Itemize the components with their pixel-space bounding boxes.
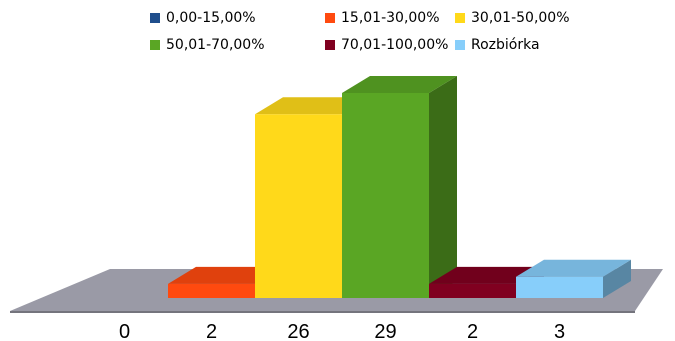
bar-front	[168, 283, 255, 298]
legend-label: 0,00-15,00%	[166, 10, 256, 26]
category-label: 2	[467, 321, 478, 341]
legend-item: 30,01-50,00%	[455, 10, 570, 26]
legend-item: Rozbiórka	[455, 37, 540, 53]
legend-item: 70,01-100,00%	[325, 37, 448, 53]
legend-label: 70,01-100,00%	[341, 37, 449, 53]
bar-5	[516, 259, 631, 298]
bar-front	[342, 93, 429, 298]
legend-label: 15,01-30,00%	[341, 10, 440, 26]
chart-floor-edge	[10, 311, 635, 313]
legend-label: 30,01-50,00%	[471, 10, 570, 26]
category-label: 2	[206, 321, 217, 341]
bar-front	[255, 114, 342, 298]
category-labels: 0 2 26 29 2 3	[119, 321, 565, 341]
bar-front	[516, 276, 603, 298]
bar-3	[342, 76, 457, 298]
legend-swatch	[325, 40, 335, 50]
legend-swatch	[455, 40, 465, 50]
legend-item: 0,00-15,00%	[150, 10, 256, 26]
bar-side	[429, 76, 457, 298]
bar-side	[603, 259, 631, 298]
bar-top	[429, 266, 544, 284]
category-label: 3	[554, 321, 565, 341]
legend-swatch	[455, 13, 465, 23]
legend-label: 50,01-70,00%	[166, 37, 265, 53]
bar-top	[168, 266, 283, 284]
legend-item: 50,01-70,00%	[150, 37, 265, 53]
legend-label: Rozbiórka	[471, 37, 540, 53]
bar-front	[429, 283, 516, 298]
category-label: 26	[287, 321, 309, 341]
bar-top	[255, 97, 370, 115]
bar-top	[516, 259, 631, 277]
legend-item: 15,01-30,00%	[325, 10, 440, 26]
legend-swatch	[150, 13, 160, 23]
bar-top	[342, 76, 457, 93]
legend-swatch	[325, 13, 335, 23]
category-label: 29	[374, 321, 396, 341]
legend-swatch	[150, 40, 160, 50]
category-label: 0	[119, 321, 130, 341]
chart-bars	[168, 76, 631, 298]
